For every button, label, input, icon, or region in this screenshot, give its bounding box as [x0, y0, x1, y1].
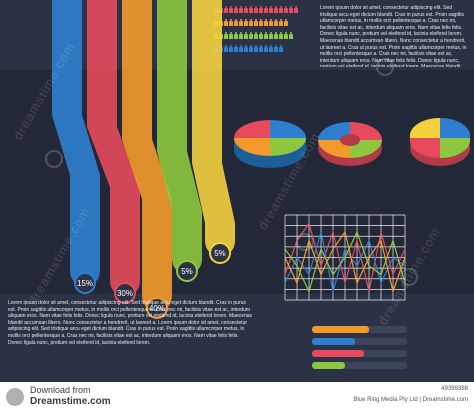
progress-bar-fill: [312, 338, 355, 345]
percentage-label: 40%: [146, 297, 168, 319]
person-icon: [289, 32, 293, 39]
ribbon-bar: [122, 0, 172, 310]
person-icon: [294, 6, 298, 13]
person-icon: [269, 32, 273, 39]
person-icon: [239, 32, 243, 39]
person-icon: [274, 45, 278, 52]
person-icon: [239, 45, 243, 52]
watermark-swirl-icon: [376, 58, 394, 76]
person-icon: [274, 19, 278, 26]
watermark-swirl-icon: [296, 233, 314, 251]
percentage-label: 5%: [176, 260, 198, 282]
person-icon: [274, 6, 278, 13]
person-icon: [284, 32, 288, 39]
person-icon: [259, 19, 263, 26]
person-icon: [259, 6, 263, 13]
person-icon: [249, 19, 253, 26]
progress-bar-fill: [312, 362, 346, 369]
person-icon: [269, 19, 273, 26]
people-row: [214, 6, 298, 13]
person-icon: [284, 19, 288, 26]
percentage-label: 15%: [74, 272, 96, 294]
person-icon: [234, 19, 238, 26]
person-icon: [244, 6, 248, 13]
ribbon-bar: [87, 0, 140, 295]
percentage-label: 5%: [209, 242, 231, 264]
watermark-swirl-icon: [45, 150, 63, 168]
person-icon: [249, 45, 253, 52]
person-icon: [279, 32, 283, 39]
person-icon: [259, 32, 263, 39]
line-series: [284, 230, 406, 294]
person-icon: [229, 19, 233, 26]
progress-bar-track: [312, 326, 407, 333]
person-icon: [229, 45, 233, 52]
footer-credit: Blue Ring Media Pty Ltd | Dreamstime.com: [353, 397, 468, 403]
donut-chart-3d: [318, 122, 382, 166]
person-icon: [264, 32, 268, 39]
text-block-bottom-left: Lorem ipsum dolor sit amet, consectetur …: [8, 300, 253, 346]
person-icon: [244, 32, 248, 39]
footer-download-label: Download from: [30, 385, 91, 395]
person-icon: [224, 32, 228, 39]
person-icon: [279, 45, 283, 52]
person-icon: [234, 45, 238, 52]
person-icon: [234, 32, 238, 39]
person-icon: [224, 45, 228, 52]
line-series: [284, 231, 406, 292]
dreamstime-logo-icon: [6, 388, 24, 406]
person-icon: [239, 6, 243, 13]
percentage-label: 30%: [114, 282, 136, 304]
person-icon: [239, 19, 243, 26]
person-icon: [259, 45, 263, 52]
person-icon: [279, 6, 283, 13]
progress-bar-fill: [312, 350, 365, 357]
person-icon: [264, 6, 268, 13]
person-icon: [274, 32, 278, 39]
pie-chart-3d-split: [409, 117, 471, 166]
person-icon: [254, 45, 258, 52]
ribbon-bar: [157, 0, 202, 273]
progress-bar-track: [312, 338, 407, 345]
person-icon: [289, 6, 293, 13]
person-icon: [224, 19, 228, 26]
person-icon: [234, 6, 238, 13]
person-icon: [224, 6, 228, 13]
progress-bar-fill: [312, 326, 369, 333]
person-icon: [269, 45, 273, 52]
watermark-swirl-icon: [400, 268, 418, 286]
people-row: [214, 45, 283, 52]
person-icon: [254, 19, 258, 26]
footer-image-id: 49399388: [441, 386, 468, 392]
progress-bar-track: [312, 362, 407, 369]
ribbon-bar: [192, 0, 235, 255]
footer: Download from Dreamstime.com 49399388 Bl…: [0, 382, 474, 412]
line-series: [284, 222, 406, 292]
person-icon: [229, 32, 233, 39]
person-icon: [264, 45, 268, 52]
line-series: [284, 230, 406, 294]
person-icon: [254, 32, 258, 39]
person-icon: [229, 6, 233, 13]
person-icon: [254, 6, 258, 13]
person-icon: [249, 6, 253, 13]
person-icon: [269, 6, 273, 13]
progress-bar-track: [312, 350, 407, 357]
person-icon: [244, 45, 248, 52]
footer-site[interactable]: Dreamstime.com: [30, 396, 111, 407]
person-icon: [279, 19, 283, 26]
pie-chart-3d: [234, 120, 306, 168]
person-icon: [284, 6, 288, 13]
person-icon: [244, 19, 248, 26]
ribbon-bar: [52, 0, 100, 285]
person-icon: [249, 32, 253, 39]
person-icon: [264, 19, 268, 26]
